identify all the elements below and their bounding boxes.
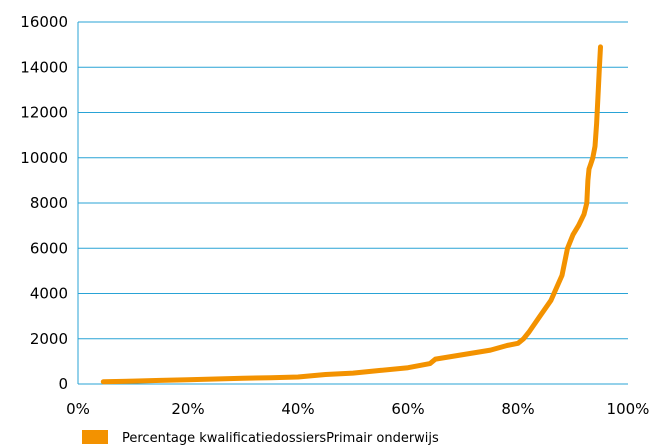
y-axis-tick-labels: 0 2000 4000 6000 8000 10000 12000 14000 16000	[20, 13, 68, 393]
x-tick-label: 100%	[607, 400, 650, 418]
series-line-0	[100, 44, 603, 385]
y-tick-label: 0	[58, 375, 68, 393]
grid-lines	[77, 21, 628, 385]
y-tick-label: 4000	[30, 285, 68, 303]
legend: Percentage kwalificatiedossiersPrimair o…	[82, 430, 439, 446]
y-tick-label: 10000	[20, 149, 68, 167]
y-tick-label: 12000	[20, 104, 68, 122]
x-tick-label: 60%	[391, 400, 424, 418]
x-tick-label: 40%	[281, 400, 314, 418]
legend-label: Percentage kwalificatiedossiersPrimair o…	[122, 431, 439, 446]
y-tick-label: 8000	[30, 194, 68, 212]
legend-swatch	[82, 430, 108, 444]
y-tick-label: 16000	[20, 13, 68, 31]
x-tick-label: 0%	[66, 400, 90, 418]
x-axis-tick-labels: 0% 20% 40% 60% 80% 100%	[66, 400, 649, 418]
x-tick-label: 20%	[171, 400, 204, 418]
y-tick-label: 14000	[20, 58, 68, 76]
series-group	[100, 44, 603, 385]
y-tick-label: 6000	[30, 239, 68, 257]
y-tick-label: 2000	[30, 330, 68, 348]
x-tick-label: 80%	[501, 400, 534, 418]
